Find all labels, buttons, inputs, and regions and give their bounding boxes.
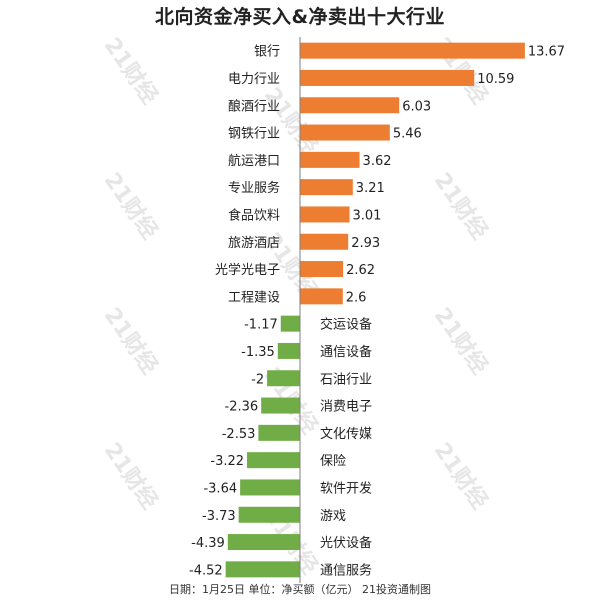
- bar-专业服务: [300, 179, 353, 196]
- watermark-logo: 21财经: [259, 83, 323, 159]
- bar-光伏设备: [227, 534, 300, 551]
- category-label: 银行: [254, 45, 280, 60]
- watermark-logo: 21财经: [99, 303, 163, 379]
- watermark-logo: 21财经: [99, 33, 163, 109]
- category-label: 消费电子: [320, 400, 372, 415]
- category-label: 光伏设备: [320, 535, 372, 551]
- chart-title: 北向资金净买入&净卖出十大行业: [154, 6, 446, 28]
- bar-石油行业: [267, 370, 300, 387]
- value-label: 5.46: [393, 127, 422, 142]
- category-label: 电力行业: [228, 72, 280, 87]
- watermark-logo: 21财经: [429, 168, 493, 244]
- value-label: -4.52: [189, 563, 223, 578]
- value-label: -2: [251, 372, 264, 387]
- category-label: 旅游酒店: [228, 236, 280, 251]
- value-label: 3.62: [363, 154, 392, 169]
- watermark-logo: 21财经: [429, 303, 493, 379]
- category-label: 航运港口: [228, 153, 280, 169]
- category-label: 通信设备: [320, 344, 372, 360]
- category-label: 工程建设: [228, 290, 280, 305]
- bar-游戏: [238, 506, 300, 523]
- value-label: 3.01: [353, 208, 382, 223]
- bar-软件开发: [240, 479, 300, 496]
- value-label: 3.21: [356, 181, 385, 196]
- bar-旅游酒店: [300, 233, 349, 250]
- category-label: 酿酒行业: [228, 98, 280, 114]
- value-label: -3.64: [203, 481, 237, 496]
- bar-食品饮料: [300, 206, 350, 223]
- bar-保险: [247, 452, 300, 469]
- value-label: 2.62: [346, 263, 375, 278]
- bar-工程建设: [300, 288, 343, 305]
- value-label: 10.59: [477, 72, 514, 87]
- bar-银行: [300, 42, 525, 59]
- bar-酿酒行业: [300, 97, 400, 114]
- bar-航运港口: [300, 151, 360, 168]
- category-label: 光学光电子: [215, 262, 280, 278]
- value-label: -2.53: [222, 427, 256, 442]
- value-label: -3.73: [202, 509, 236, 524]
- category-label: 通信服务: [320, 562, 372, 578]
- value-label: -1.35: [241, 345, 275, 360]
- value-label: -3.22: [210, 454, 244, 469]
- category-label: 游戏: [320, 509, 346, 524]
- bar-通信设备: [277, 342, 300, 359]
- watermark-logo: 21财经: [99, 168, 163, 244]
- value-label: -4.39: [191, 536, 225, 551]
- watermark-layer: 21财经21财经21财经21财经21财经21财经21财经21财经21财经21财经…: [99, 33, 493, 579]
- value-label: 2.6: [346, 290, 367, 305]
- watermark-logo: 21财经: [99, 438, 163, 514]
- bar-消费电子: [261, 397, 300, 414]
- bar-钢铁行业: [300, 124, 390, 141]
- value-label: 6.03: [402, 99, 431, 114]
- bar-文化传媒: [258, 424, 300, 441]
- bars-layer: 银行 13.67 电力行业 10.59 酿酒行业 6.03 钢铁行业 5.46 航运港口 3.62…: [189, 42, 565, 578]
- bar-光学光电子: [300, 261, 344, 278]
- category-label: 文化传媒: [320, 427, 372, 442]
- value-label: -1.17: [244, 318, 278, 333]
- value-label: 2.93: [351, 236, 380, 251]
- category-label: 食品饮料: [228, 207, 280, 223]
- bar-电力行业: [300, 69, 475, 86]
- value-label: 13.67: [528, 45, 565, 60]
- category-label: 保险: [320, 454, 346, 469]
- category-label: 软件开发: [320, 480, 372, 496]
- watermark-logo: 21财经: [429, 438, 493, 514]
- category-label: 钢铁行业: [228, 127, 280, 142]
- category-label: 交运设备: [320, 317, 372, 333]
- category-label: 石油行业: [320, 372, 372, 387]
- bar-通信服务: [225, 561, 300, 578]
- category-label: 专业服务: [228, 180, 280, 196]
- chart-footer-note: 日期：1月25日 单位：净买额（亿元） 21投资通制图: [169, 583, 431, 596]
- bar-交运设备: [280, 315, 300, 332]
- value-label: -2.36: [225, 400, 259, 415]
